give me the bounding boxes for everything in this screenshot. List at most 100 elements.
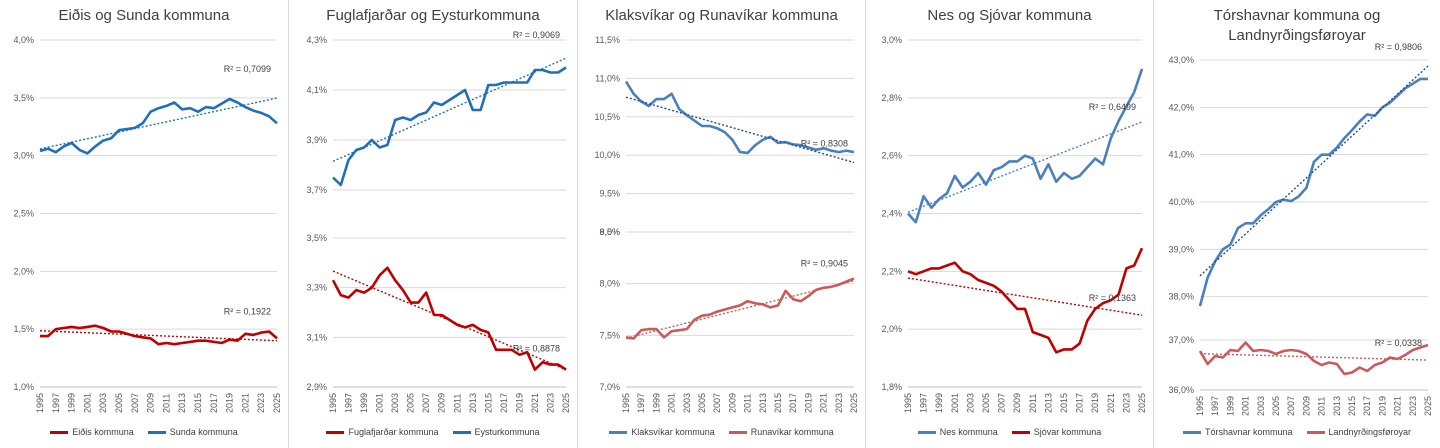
x-tick-label: 2005 [114, 393, 124, 413]
series-line [907, 247, 1144, 354]
trendline [625, 96, 855, 164]
x-tick-label: 2003 [682, 393, 692, 413]
legend-swatch [917, 430, 936, 434]
x-tick-label: 1997 [344, 393, 354, 413]
x-tick-label: 1997 [636, 393, 646, 413]
x-tick-label: 2005 [697, 393, 707, 413]
x-tick-label: 1999 [67, 393, 77, 413]
series-line [625, 277, 855, 340]
y-tick-label: 2,6% [881, 151, 902, 161]
y-tick-label: 3,9% [306, 135, 327, 145]
y-tick-label: 37,0% [1168, 335, 1194, 345]
legend-swatch [609, 430, 628, 434]
x-tick-label: 2017 [209, 393, 219, 413]
trendline [332, 57, 567, 162]
x-tick-label: 1995 [1195, 396, 1205, 416]
chart-panel: Nes og Sjóvar kommuna 1,8% 2,0% 2,2% 2,4% 2,6… [866, 0, 1154, 448]
legend: Eiðis kommuna Sunda kommuna [0, 424, 288, 440]
y-tick-label: 10,0% [594, 150, 620, 160]
y-tick-label: 3,0% [881, 35, 902, 45]
chart-panel: Tórshavnar kommuna og Landnyrðingsføroya… [1154, 0, 1440, 448]
x-tick-label: 2011 [161, 394, 171, 413]
x-tick-label: 2009 [1301, 396, 1311, 416]
trendline [907, 121, 1143, 213]
x-tick-label: 2013 [468, 393, 478, 413]
y-tick-label: 43,0% [1168, 55, 1194, 65]
legend-label: Landnyrðingsføroyar [1328, 427, 1412, 437]
r2-label: R² = 0,0338 [1375, 338, 1422, 348]
x-tick-label: 2009 [1012, 393, 1022, 413]
x-tick-label: 2019 [514, 393, 524, 413]
y-tick-label: 4,1% [306, 85, 327, 95]
y-tick-label: 7,0% [599, 382, 620, 392]
chart-title: Klaksvíkar og Runavíkar kommuna [605, 7, 838, 24]
x-tick-label: 1999 [1225, 396, 1235, 416]
series-line [1198, 77, 1428, 307]
x-tick-label: 2009 [146, 393, 156, 413]
x-tick-label: 2005 [406, 393, 416, 413]
x-tick-label: 2015 [1059, 393, 1069, 413]
x-tick-label: 1995 [621, 393, 631, 413]
x-tick-label: 2013 [758, 393, 768, 413]
y-tick-label: 3,1% [306, 332, 327, 342]
y-tick-label: 41,0% [1168, 150, 1194, 160]
x-tick-label: 1997 [1210, 396, 1220, 416]
x-tick-label: 1997 [919, 393, 929, 413]
x-tick-label: 2009 [437, 393, 447, 413]
legend-label: Sjóvar kommuna [1033, 427, 1102, 437]
legend-item: Landnyrðingsføroyar [1306, 424, 1412, 440]
legend-item: Klaksvíkar kommuna [609, 424, 715, 440]
x-tick-label: 2011 [743, 394, 753, 413]
chart-svg: 9,0% 9,5% 10,0% 10,5% 11,0% 11,5% 7,0% 7,5% 8,0%… [594, 35, 859, 413]
x-tick-label: 2021 [819, 393, 829, 413]
legend-swatch [326, 430, 345, 434]
r2-label: R² = 0,9806 [1375, 42, 1422, 52]
y-tick-label: 2,9% [306, 382, 327, 392]
series-line [39, 97, 278, 155]
y-tick-label: 10,5% [594, 112, 620, 122]
legend-item: Eysturkommuna [452, 424, 540, 440]
legend-item: Fuglafjarðar kommuna [326, 424, 439, 440]
x-tick-label: 2023 [256, 393, 266, 413]
legend-item: Nes kommuna [917, 424, 998, 440]
x-tick-label: 2009 [727, 393, 737, 413]
chart-svg: 1,8% 2,0% 2,2% 2,4% 2,6% 2,8% 3,0% 1995 1997 1999… [881, 35, 1147, 413]
trendline [625, 280, 855, 339]
y-tick-label: 2,2% [881, 266, 902, 276]
x-tick-label: 2019 [803, 393, 813, 413]
chart-svg: 38,0% 39,0% 40,0% 41,0% 42,0% 43,0% 36,0% 37,0%… [1168, 42, 1433, 416]
y-tick-label: 1,0% [13, 382, 34, 392]
y-tick-label: 1,8% [881, 382, 902, 392]
y-tick-label: 7,5% [599, 330, 620, 340]
x-tick-label: 2003 [390, 393, 400, 413]
y-tick-label: 2,0% [881, 324, 902, 334]
legend-item: Sjóvar kommuna [1011, 424, 1102, 440]
x-tick-label: 2021 [240, 393, 250, 413]
x-tick-label: 2023 [545, 393, 555, 413]
chart-svg: 3,7% 3,9% 4,1% 4,3% 2,9% 3,1% 3,3% 3,5% 1995 1997… [306, 30, 571, 413]
legend-label: Runavíkar kommuna [750, 427, 834, 437]
x-tick-label: 2017 [499, 393, 509, 413]
chart-svg: 1,0% 1,5% 2,0% 2,5% 3,0% 3,5% 4,0% 1995 1997 1999… [13, 35, 282, 413]
y-tick-label: 11,0% [595, 73, 620, 83]
r2-label: R² = 0,8878 [513, 344, 560, 354]
x-tick-label: 1999 [651, 393, 661, 413]
series-line [624, 80, 855, 155]
legend: Tórshavnar kommuna Landnyrðingsføroyar [1154, 424, 1440, 440]
chart-title: Fuglafjarðar og Eysturkommuna [326, 7, 540, 24]
legend: Klaksvíkar kommuna Runavíkar kommuna [578, 424, 865, 440]
r2-label: R² = 0,8308 [801, 139, 848, 149]
chart-panel: Fuglafjarðar og Eysturkommuna 3,7% 3,9% 4,1… [289, 0, 578, 448]
legend-swatch [1011, 430, 1030, 434]
y-tick-label: 9,0% [599, 227, 620, 237]
y-tick-label: 8,5% [599, 227, 620, 237]
x-tick-label: 2015 [483, 393, 493, 413]
x-tick-label: 2007 [712, 393, 722, 413]
y-tick-label: 2,0% [13, 266, 34, 276]
x-tick-label: 2019 [1377, 396, 1387, 416]
y-tick-label: 8,0% [599, 279, 620, 289]
y-tick-label: 4,0% [13, 35, 34, 45]
legend-item: Eiðis kommuna [50, 424, 134, 440]
trendline [1199, 352, 1429, 361]
x-tick-label: 2001 [375, 393, 385, 413]
